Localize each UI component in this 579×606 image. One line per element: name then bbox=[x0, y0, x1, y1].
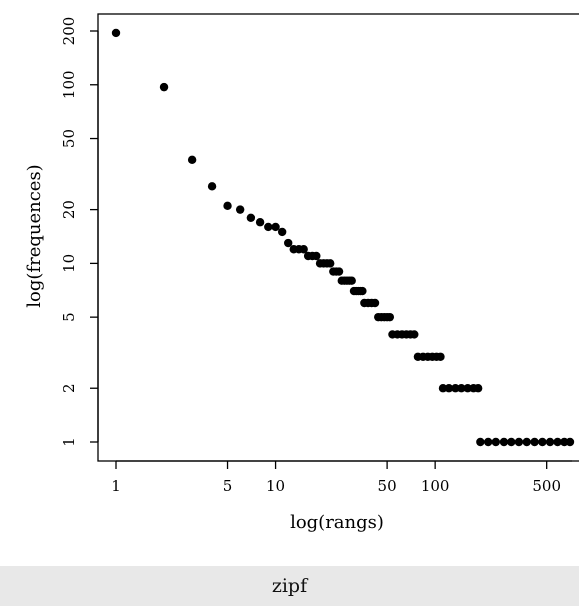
data-point bbox=[358, 286, 367, 296]
data-point bbox=[545, 437, 555, 447]
data-point bbox=[514, 437, 524, 447]
data-point bbox=[483, 437, 493, 447]
x-axis-title: log(rangs) bbox=[290, 512, 384, 533]
data-point bbox=[370, 298, 380, 308]
y-tick-label: 1 bbox=[60, 437, 78, 447]
data-points bbox=[111, 28, 575, 447]
data-point bbox=[457, 384, 466, 393]
x-axis: 1 5 10 50 100 500 bbox=[111, 460, 572, 495]
plot-frame bbox=[97, 13, 579, 462]
data-point bbox=[347, 276, 356, 285]
data-point bbox=[235, 205, 245, 214]
data-point bbox=[111, 28, 121, 38]
data-point bbox=[312, 251, 321, 261]
x-tick-label: 10 bbox=[266, 477, 285, 495]
data-point bbox=[476, 437, 485, 447]
data-point bbox=[187, 155, 197, 165]
data-point bbox=[565, 437, 575, 447]
x-tick-label: 100 bbox=[421, 477, 450, 495]
data-point bbox=[255, 218, 265, 227]
data-point bbox=[438, 384, 448, 393]
x-tick-label: 50 bbox=[378, 477, 397, 495]
data-point bbox=[499, 437, 509, 447]
data-point bbox=[507, 437, 516, 447]
data-point bbox=[538, 437, 547, 447]
y-tick-label: 200 bbox=[60, 17, 78, 46]
data-point bbox=[271, 222, 280, 232]
data-point bbox=[473, 384, 483, 393]
data-point bbox=[522, 437, 531, 447]
data-point bbox=[553, 437, 562, 447]
x-tick-label: 500 bbox=[532, 477, 561, 495]
data-point bbox=[491, 437, 501, 447]
y-axis-title: log(frequences) bbox=[24, 164, 45, 307]
data-point bbox=[436, 352, 445, 361]
data-point bbox=[246, 213, 256, 222]
data-point bbox=[530, 437, 539, 447]
y-tick-label: 10 bbox=[60, 254, 78, 273]
data-point bbox=[299, 245, 308, 254]
y-axis: 1 2 5 10 20 50 100 200 bbox=[60, 17, 99, 447]
data-point bbox=[223, 201, 232, 211]
data-point bbox=[334, 267, 344, 276]
y-tick-label: 20 bbox=[60, 200, 78, 219]
y-tick-label: 100 bbox=[60, 70, 78, 99]
data-point bbox=[159, 82, 169, 92]
data-point bbox=[444, 384, 454, 393]
y-tick-label: 5 bbox=[60, 312, 78, 322]
y-tick-label: 2 bbox=[60, 383, 78, 393]
data-point bbox=[207, 182, 217, 191]
data-point bbox=[284, 238, 293, 248]
data-point bbox=[451, 384, 460, 393]
data-point bbox=[463, 384, 472, 393]
data-point bbox=[264, 222, 273, 232]
data-point bbox=[277, 227, 287, 237]
y-tick-label: 50 bbox=[60, 129, 78, 148]
data-point bbox=[326, 259, 335, 268]
x-tick-label: 5 bbox=[223, 477, 233, 495]
data-point bbox=[410, 330, 419, 339]
chart-caption: zipf bbox=[0, 566, 579, 606]
x-tick-label: 1 bbox=[111, 477, 121, 495]
data-point bbox=[385, 312, 395, 322]
